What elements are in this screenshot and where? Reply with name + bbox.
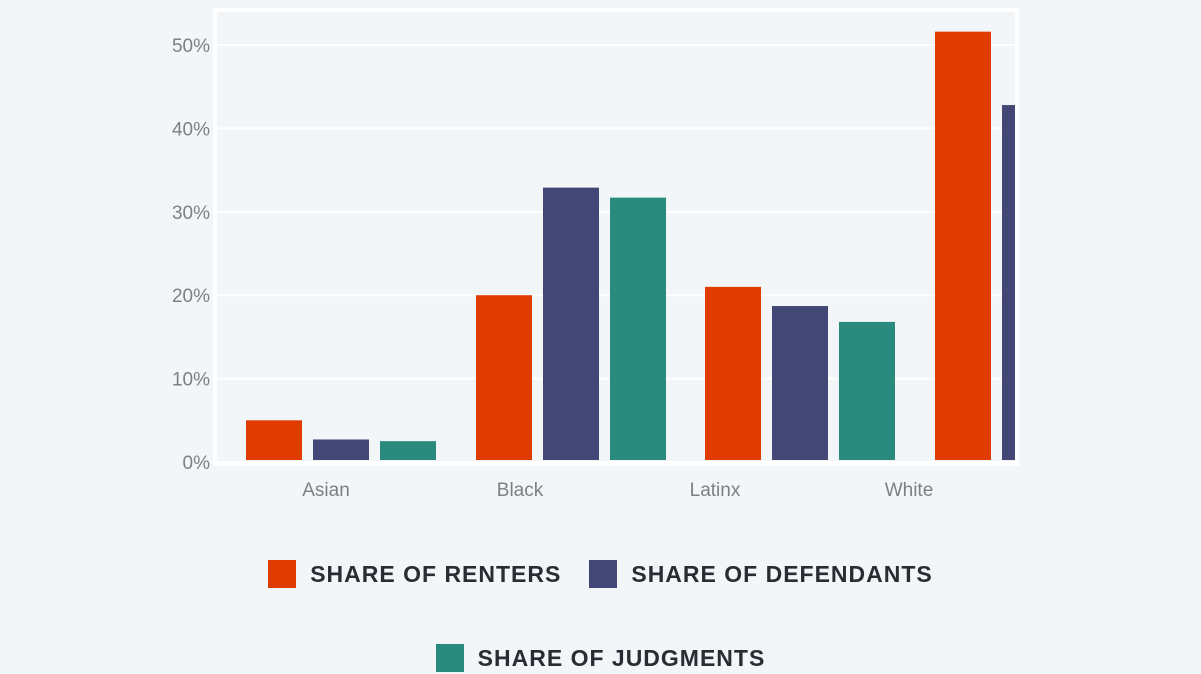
bar [246, 420, 302, 460]
bar [380, 441, 436, 460]
x-axis-category-labels: Asian Black Latinx White [302, 480, 933, 501]
x-category-label: Asian [302, 480, 350, 501]
legend-swatch-judgments [435, 644, 464, 672]
bars [246, 31, 1015, 460]
y-tick-label: 50% [172, 36, 210, 57]
plot-border [213, 8, 1019, 466]
y-tick-label: 10% [172, 370, 210, 391]
x-category-label: Latinx [690, 480, 741, 501]
legend: SHARE OF RENTERS SHARE OF DEFENDANTS SHA… [0, 560, 1201, 672]
x-category-label: White [885, 480, 934, 501]
legend-label-judgments: SHARE OF JUDGMENTS [477, 644, 766, 671]
y-axis-tick-labels: 0% 10% 20% 30% 40% 50% [172, 36, 210, 474]
bar [839, 321, 895, 460]
legend-item-defendants: SHARE OF DEFENDANTS [589, 560, 932, 588]
bar [476, 295, 532, 460]
x-category-label: Black [497, 480, 544, 501]
bar [610, 197, 666, 460]
y-tick-label: 20% [172, 286, 210, 307]
legend-label-renters: SHARE OF RENTERS [310, 560, 562, 587]
bar [772, 306, 828, 460]
plot-area [213, 8, 1019, 466]
legend-swatch-renters [268, 560, 297, 588]
bar [705, 286, 761, 460]
y-tick-label: 30% [172, 203, 210, 224]
legend-item-judgments: SHARE OF JUDGMENTS [435, 644, 766, 672]
y-tick-label: 40% [172, 119, 210, 140]
legend-item-renters: SHARE OF RENTERS [268, 560, 561, 588]
legend-swatch-defendants [589, 560, 618, 588]
bar [543, 187, 599, 460]
bar [313, 439, 369, 460]
bar-chart: 0% 10% 20% 30% 40% 50% Asian Black Latinx White [172, 8, 1019, 501]
legend-label-defendants: SHARE OF DEFENDANTS [631, 560, 933, 587]
bar [1002, 105, 1015, 460]
y-tick-label: 0% [183, 453, 211, 474]
bar [935, 31, 991, 460]
